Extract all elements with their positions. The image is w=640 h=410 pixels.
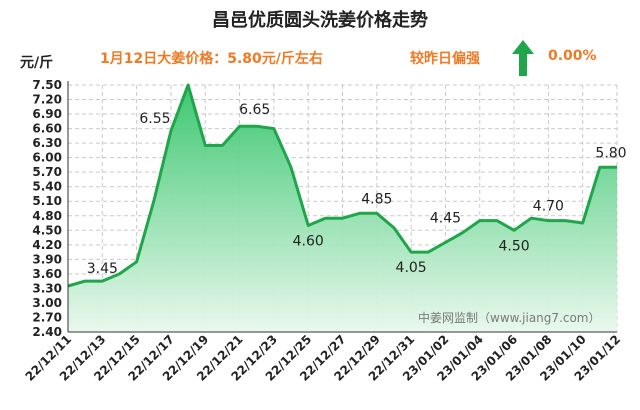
change-value: 0.00% xyxy=(548,48,597,64)
y-tick-label: 3.60 xyxy=(32,267,62,281)
y-tick-label: 6.90 xyxy=(32,107,62,121)
data-label: 4.50 xyxy=(498,238,529,254)
data-label: 6.65 xyxy=(239,102,270,118)
data-label: 3.45 xyxy=(87,261,118,277)
price-line xyxy=(67,83,617,288)
y-tick-label: 2.70 xyxy=(32,310,62,324)
y-tick-label: 3.90 xyxy=(32,252,62,266)
y-tick-label: 4.50 xyxy=(32,223,62,237)
y-tick-label: 6.00 xyxy=(32,151,62,165)
y-tick-label: 5.10 xyxy=(32,194,62,208)
data-label: 6.55 xyxy=(139,111,170,127)
y-tick-label: 6.30 xyxy=(32,136,62,150)
data-label: 4.05 xyxy=(396,260,427,276)
data-label: 4.85 xyxy=(361,191,392,207)
y-tick-label: 7.50 xyxy=(32,78,62,92)
y-axis-label: 元/斤 xyxy=(20,55,54,71)
y-tick-label: 5.70 xyxy=(32,165,62,179)
data-label: 5.80 xyxy=(595,145,626,161)
y-tick-label: 6.60 xyxy=(32,122,62,136)
y-tick-label: 4.80 xyxy=(32,209,62,223)
y-tick-label: 5.40 xyxy=(32,180,62,194)
price-summary: 1月12日大姜价格：5.80元/斤左右 xyxy=(100,51,323,67)
y-tick-label: 3.30 xyxy=(32,281,62,295)
y-tick-label: 4.20 xyxy=(32,238,62,252)
chart-title: 昌邑优质圆头洗姜价格走势 xyxy=(212,10,428,31)
y-tick-label: 2.40 xyxy=(32,325,62,339)
compare-label: 较昨日偏强 xyxy=(410,51,480,67)
watermark-text: 中姜网监制（www.jiang7.com） xyxy=(418,311,601,325)
y-tick-label: 7.20 xyxy=(32,93,62,107)
y-tick-label: 3.00 xyxy=(32,296,62,310)
data-label: 4.60 xyxy=(293,233,324,249)
data-label: 4.70 xyxy=(533,199,564,215)
data-label: 4.45 xyxy=(430,211,461,227)
up-arrow-icon xyxy=(512,40,534,76)
